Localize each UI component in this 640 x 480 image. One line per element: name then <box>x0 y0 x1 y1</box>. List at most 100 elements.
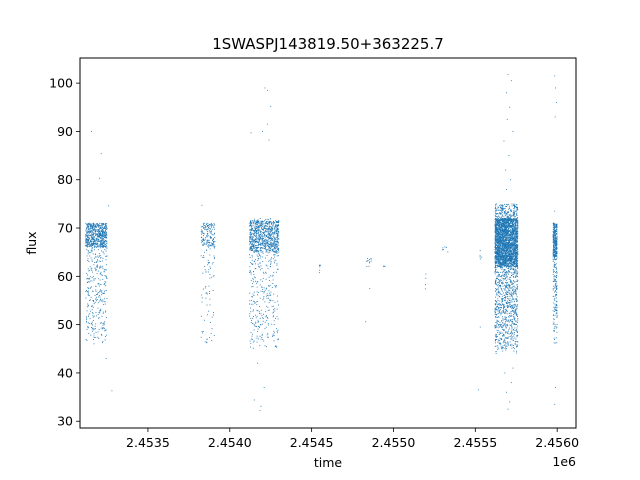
data-point <box>260 265 262 267</box>
data-point <box>498 242 500 244</box>
data-point <box>93 224 95 226</box>
data-point <box>91 244 93 246</box>
data-point <box>97 226 99 228</box>
data-point <box>517 224 519 226</box>
data-point <box>515 329 517 331</box>
data-point <box>497 300 499 302</box>
data-point <box>260 405 262 407</box>
data-point <box>495 207 496 208</box>
data-point <box>503 300 505 302</box>
data-point <box>502 232 504 234</box>
data-point <box>497 248 499 250</box>
data-point <box>106 233 107 235</box>
data-point <box>511 328 513 330</box>
data-point <box>93 234 95 236</box>
data-point <box>512 274 514 276</box>
data-point <box>369 287 371 289</box>
data-point <box>277 228 278 230</box>
data-point <box>263 228 265 229</box>
data-point <box>514 309 516 311</box>
data-point <box>495 203 497 205</box>
data-point <box>505 326 507 328</box>
data-point <box>264 220 265 222</box>
data-point <box>507 333 509 334</box>
data-point <box>253 271 255 273</box>
data-point <box>516 327 518 329</box>
data-point <box>94 294 96 296</box>
data-point <box>501 226 503 228</box>
data-point <box>503 271 505 272</box>
data-point <box>512 236 514 238</box>
data-point <box>498 290 500 292</box>
data-point <box>272 274 274 276</box>
data-point <box>266 242 268 244</box>
data-point <box>516 220 518 222</box>
data-point <box>509 230 511 232</box>
data-point <box>212 225 214 227</box>
data-point <box>514 252 516 253</box>
data-point <box>442 249 444 251</box>
data-point <box>253 340 255 342</box>
data-point <box>514 212 515 214</box>
data-point <box>501 223 503 224</box>
data-point <box>93 303 95 305</box>
data-point <box>267 243 269 245</box>
data-point <box>102 233 103 235</box>
data-point <box>497 238 499 240</box>
data-point <box>104 290 105 292</box>
data-point <box>205 271 207 273</box>
data-point <box>276 221 278 223</box>
data-point <box>206 232 208 234</box>
data-point <box>501 311 503 313</box>
data-point <box>256 225 258 227</box>
data-point <box>495 301 497 303</box>
data-point <box>507 302 509 304</box>
data-point <box>90 234 92 236</box>
data-point <box>89 237 90 239</box>
data-point <box>512 237 514 238</box>
data-point <box>202 288 204 290</box>
data-point <box>502 346 503 348</box>
data-point <box>502 223 504 225</box>
data-point <box>508 249 510 251</box>
data-point <box>276 247 278 249</box>
data-point <box>93 226 95 227</box>
data-point <box>507 272 509 274</box>
data-point <box>502 342 504 344</box>
data-point <box>257 222 258 224</box>
data-point <box>252 229 254 231</box>
data-point <box>512 245 514 247</box>
data-point <box>500 324 501 326</box>
data-point <box>252 244 254 245</box>
data-point <box>91 231 93 233</box>
data-point <box>105 281 107 283</box>
data-point <box>268 238 270 239</box>
data-point <box>500 219 502 221</box>
data-point <box>95 256 97 258</box>
data-point <box>509 341 511 343</box>
data-point <box>103 241 105 242</box>
data-point <box>250 229 252 231</box>
data-point <box>513 212 515 214</box>
data-point <box>249 271 251 272</box>
data-point <box>514 237 516 239</box>
data-point <box>249 240 251 242</box>
data-point <box>511 221 513 223</box>
data-point <box>497 215 499 217</box>
data-point <box>211 339 213 341</box>
data-point <box>504 244 506 245</box>
data-point <box>498 225 500 226</box>
data-point <box>97 336 99 338</box>
data-point <box>251 235 253 237</box>
data-point <box>258 226 260 228</box>
data-point <box>276 332 278 334</box>
data-point <box>258 234 260 236</box>
data-point <box>507 237 509 239</box>
data-point <box>507 235 509 236</box>
data-point <box>508 258 509 260</box>
data-point <box>515 266 517 268</box>
data-point <box>93 236 95 238</box>
data-point <box>515 259 517 261</box>
data-point <box>511 301 513 303</box>
data-point <box>513 231 514 233</box>
